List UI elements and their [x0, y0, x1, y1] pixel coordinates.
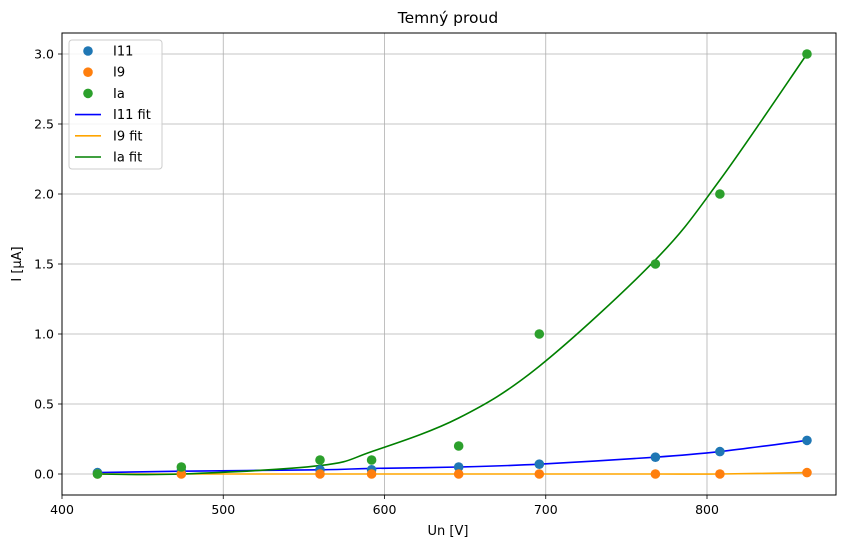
- y-tick-label: 0.5: [34, 397, 54, 412]
- chart-title: Temný proud: [397, 9, 498, 27]
- legend-marker-i11: [83, 46, 93, 56]
- y-tick-label: 0.0: [34, 467, 54, 482]
- x-tick-label: 400: [50, 502, 74, 517]
- data-point-i11: [715, 446, 725, 457]
- data-point-ia: [92, 469, 103, 479]
- data-point-i9: [453, 469, 464, 479]
- legend-label: Ia: [113, 87, 125, 102]
- legend-marker-ia: [83, 88, 93, 99]
- legend: I11 I9 Ia I11 fit I9 fit Ia fit: [68, 39, 163, 170]
- x-tick-label: 700: [534, 502, 558, 517]
- data-point-ia: [534, 329, 545, 339]
- legend-label: I9: [113, 66, 125, 81]
- x-tick-label: 500: [211, 502, 235, 517]
- y-tick-label: 1.5: [34, 257, 54, 272]
- data-point-layer: [92, 49, 812, 479]
- data-point-i9: [534, 469, 545, 479]
- data-point-ia: [366, 455, 377, 465]
- data-point-i9: [176, 469, 187, 479]
- x-tick-label: 600: [373, 502, 397, 517]
- data-point-i9: [802, 467, 812, 478]
- tick-layer: 400 500 600 700 800 0.0 0.5 1.0 1.5 2.0 2.5 3.0: [34, 47, 719, 518]
- grid-layer: [61, 33, 836, 495]
- data-point-i9: [315, 469, 325, 479]
- y-tick-label: 3.0: [34, 47, 54, 62]
- data-point-ia: [176, 462, 187, 472]
- data-point-i9: [366, 469, 377, 479]
- legend-label: I11 fit: [113, 108, 151, 123]
- legend-marker-i9: [83, 67, 93, 77]
- legend-label: I9 fit: [113, 129, 143, 144]
- x-axis-label: Un [V]: [428, 524, 469, 539]
- data-point-ia: [715, 189, 725, 199]
- y-tick-label: 2.0: [34, 187, 54, 202]
- data-point-i9: [715, 469, 725, 479]
- y-axis-label: I [µA]: [10, 246, 25, 281]
- data-point-ia: [315, 455, 325, 465]
- data-point-i11: [453, 462, 464, 472]
- data-point-i11: [802, 435, 812, 446]
- legend-label: I11: [113, 45, 133, 60]
- data-point-ia: [802, 49, 812, 59]
- data-point-i11: [650, 452, 661, 463]
- fit-line-ia-fit: [97, 53, 808, 476]
- y-tick-label: 1.0: [34, 327, 54, 342]
- data-point-i9: [650, 469, 661, 479]
- data-point-ia: [650, 259, 661, 269]
- data-point-ia: [453, 441, 464, 451]
- data-point-i11: [534, 459, 545, 470]
- legend-label: Ia fit: [113, 151, 142, 166]
- x-tick-label: 800: [695, 502, 719, 517]
- y-tick-label: 2.5: [34, 117, 54, 132]
